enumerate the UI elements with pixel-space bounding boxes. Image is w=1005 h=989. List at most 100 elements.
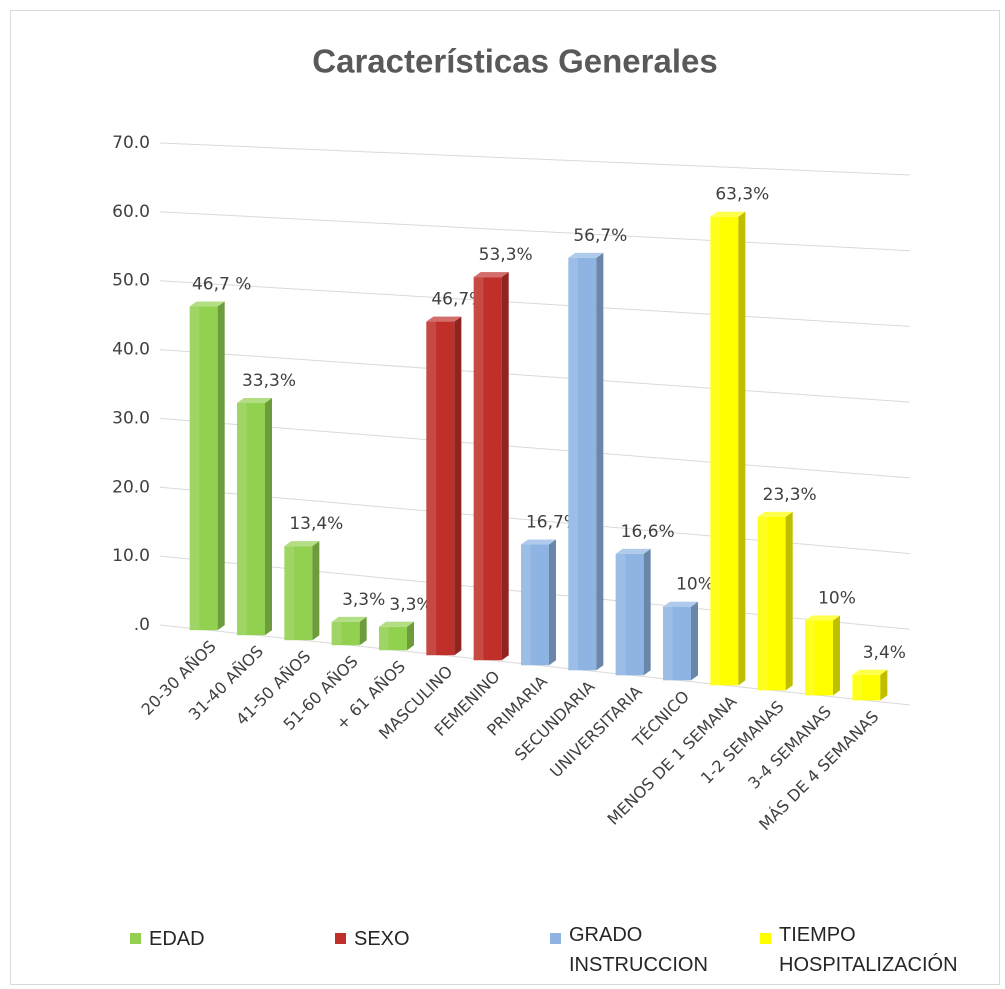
bar-top [284, 541, 320, 547]
legend-swatch [335, 933, 346, 944]
legend-item: GRADO INSTRUCCION [550, 920, 720, 980]
bar-shine [757, 516, 768, 691]
bar-side [596, 252, 604, 671]
bar-top-shine [805, 615, 840, 621]
bar-top-shine [189, 301, 225, 307]
bar-top [663, 601, 698, 607]
legend-swatch [130, 933, 141, 944]
bar-side-shade [691, 601, 698, 681]
legend-item: EDAD [130, 920, 310, 958]
bar-top [615, 548, 651, 554]
x-tick-label: UNIVERSITARIA [546, 682, 646, 782]
bar-top [237, 397, 272, 403]
bar-front [568, 257, 597, 671]
bar-top-shine [331, 616, 367, 622]
bar-top [189, 301, 225, 307]
bar-side [265, 397, 272, 636]
bar-front [521, 544, 549, 666]
bar-side [880, 669, 888, 701]
bar-side [785, 511, 793, 691]
bar-shine [710, 216, 721, 686]
bar-side [407, 621, 414, 651]
bar [426, 316, 462, 656]
bar-side [312, 541, 320, 641]
data-label: 10% [818, 588, 856, 608]
bar-front [473, 277, 502, 661]
bar-side [454, 316, 462, 656]
data-label: 13,4% [289, 514, 343, 534]
bar [379, 621, 414, 651]
bar-side-shade [833, 615, 840, 696]
data-label: 53,3% [479, 245, 533, 265]
bar-shine [379, 626, 389, 651]
bar-side-shade [501, 272, 509, 661]
bar-top-shine [426, 316, 462, 322]
bar [757, 511, 793, 691]
bar-top-shine [568, 252, 604, 258]
grid-line [159, 211, 911, 252]
bar [521, 539, 556, 666]
bar-front [426, 321, 455, 656]
bar-top [710, 211, 746, 217]
bar-shine [426, 321, 437, 656]
data-label: 3,4% [863, 643, 906, 663]
bar-front [379, 626, 407, 651]
bar-side-shade [359, 616, 367, 646]
bar-shine [284, 546, 295, 641]
bar-top [379, 621, 414, 627]
bar-top [757, 511, 793, 517]
chart-border [10, 10, 1000, 985]
bar-front [852, 674, 881, 701]
bar [805, 615, 840, 696]
bar [189, 301, 225, 631]
bar-side [691, 601, 698, 681]
bar-side [833, 615, 840, 696]
bar-side-shade [549, 539, 556, 666]
bar [568, 252, 604, 671]
grid-line [159, 417, 911, 479]
bar-side-shade [785, 511, 793, 691]
bar-top [426, 316, 462, 322]
bar-shine [521, 544, 531, 666]
bar-side [643, 548, 651, 676]
grid-line [159, 280, 911, 327]
bar [663, 601, 698, 681]
bar-top [473, 272, 509, 278]
grid-line [159, 142, 911, 176]
legend-label: EDAD [149, 928, 205, 950]
bar [284, 541, 320, 641]
bar [237, 397, 272, 636]
bar-front [284, 546, 313, 641]
bar-shine [805, 620, 815, 696]
bar-top-shine [379, 621, 414, 627]
bar-top-shine [757, 511, 793, 517]
data-label: 23,3% [763, 485, 817, 505]
bar-side-shade [596, 252, 604, 671]
bar-side [359, 616, 367, 646]
y-tick-label: .0 [134, 615, 150, 635]
bar-side-shade [880, 669, 888, 701]
y-tick-label: 50.0 [112, 271, 150, 291]
bar-top [805, 615, 840, 621]
bar-top [521, 539, 556, 545]
bar-top-shine [663, 601, 698, 607]
legend-label: SEXO [354, 928, 410, 950]
bar-front [663, 606, 691, 681]
bar [473, 272, 509, 661]
bar-front [757, 516, 786, 691]
bar-side-shade [643, 548, 651, 676]
y-tick-label: 70.0 [112, 133, 150, 153]
legend: EDAD SEXO GRADO INSTRUCCION TIEMPO HOSPITAL… [0, 920, 1005, 985]
data-label: 3,3% [342, 590, 385, 610]
bar-shine [331, 621, 342, 646]
grid-line [159, 349, 911, 403]
legend-item: TIEMPO HOSPITALIZACIÓN [760, 920, 1000, 980]
bar-top-shine [521, 539, 556, 545]
bar-top-shine [710, 211, 746, 217]
y-tick-label: 30.0 [112, 408, 150, 428]
legend-label: TIEMPO HOSPITALIZACIÓN [779, 924, 958, 976]
bar [615, 548, 651, 676]
bar-side-shade [217, 301, 225, 631]
legend-swatch [550, 933, 561, 944]
